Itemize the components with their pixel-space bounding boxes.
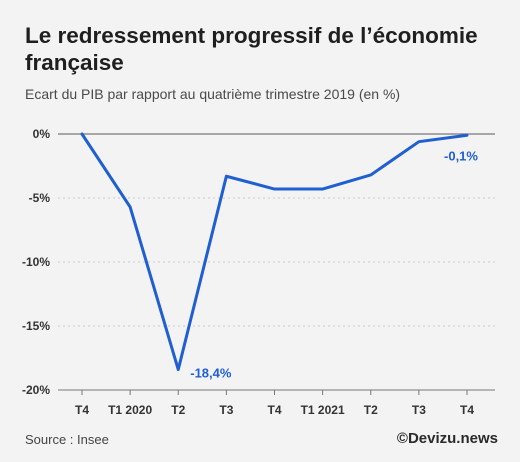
x-tick-label: T2: [364, 403, 378, 417]
y-tick-label: -20%: [22, 383, 50, 397]
x-tick-label: T1 2020: [108, 403, 152, 417]
x-tick-label: T1 2021: [301, 403, 345, 417]
x-tick-label: T4: [267, 403, 281, 417]
y-tick-label: -10%: [22, 255, 50, 269]
series-line: [80, 132, 469, 372]
x-tick-label: T3: [219, 403, 233, 417]
y-tick-label: 0%: [33, 127, 51, 141]
y-tick-label: -5%: [29, 191, 51, 205]
source-note: Source : Insee: [25, 432, 109, 447]
x-tick-label: T4: [460, 403, 474, 417]
data-label: -18,4%: [190, 366, 232, 381]
x-tick-label: T3: [412, 403, 426, 417]
data-label: -0,1%: [444, 148, 478, 163]
y-tick-label: -15%: [22, 319, 50, 333]
chart-title: Le redressement progressif de l’économie…: [25, 23, 478, 75]
x-tick-label: T2: [171, 403, 185, 417]
x-tick-label: T4: [75, 403, 89, 417]
brand-credit: ©Devizu.news: [396, 430, 498, 447]
chart-subtitle: Ecart du PIB par rapport au quatrième tr…: [25, 86, 401, 102]
